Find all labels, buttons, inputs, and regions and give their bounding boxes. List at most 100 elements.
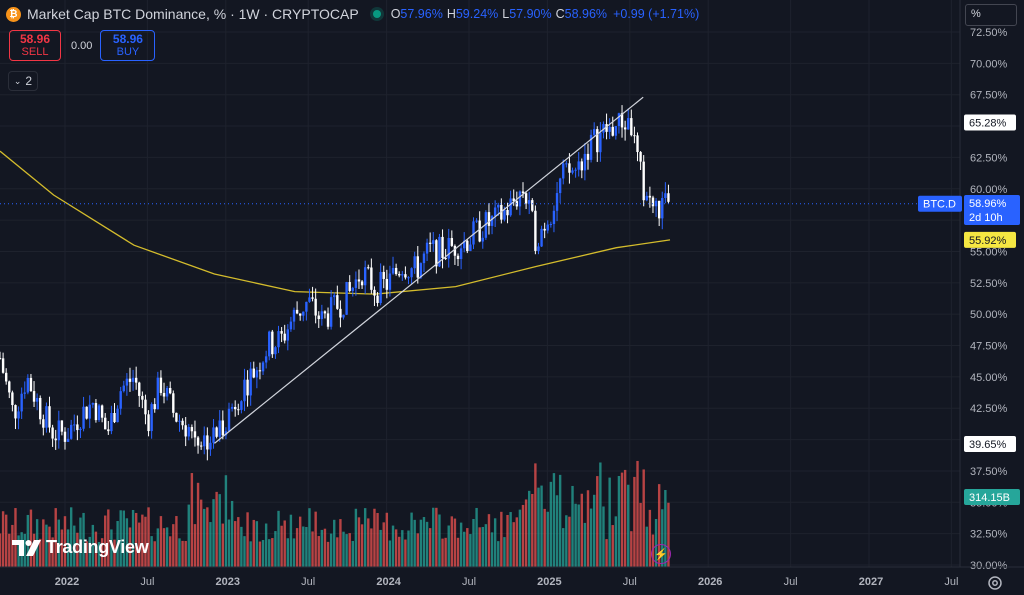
candle-body <box>438 236 441 267</box>
volume-bar <box>113 539 116 567</box>
candle-body <box>329 297 333 327</box>
volume-bar <box>602 506 605 567</box>
volume-bar <box>552 473 556 567</box>
volume-bar <box>190 473 194 567</box>
buy-button[interactable]: 58.96 BUY <box>100 30 156 61</box>
candle-body <box>636 135 639 153</box>
candle-body <box>8 381 11 393</box>
volume-bar <box>574 503 577 567</box>
volume-bar <box>305 526 308 567</box>
volume-bar <box>620 472 624 567</box>
countdown-badge: 2d 10h <box>969 212 1003 224</box>
candle-body <box>308 297 311 302</box>
candle-body <box>357 279 361 282</box>
symbol-badge-bg <box>918 195 962 212</box>
volume-bar <box>0 533 2 567</box>
price-axis-badges: 65.28% BTC.D 58.96% 2d 10h 55.92% 39.65% 314.1… <box>918 114 1020 505</box>
gear-icon[interactable] <box>986 574 1004 592</box>
candle-body <box>385 278 389 290</box>
candle-body <box>227 408 231 432</box>
candle-body <box>602 124 605 133</box>
volume-bar <box>289 514 293 567</box>
volume-bar <box>596 476 599 567</box>
volume-bar <box>162 528 166 567</box>
candle-body <box>558 178 562 194</box>
price-tick-label: 32.50% <box>970 529 1008 541</box>
candle-body <box>255 370 259 378</box>
candle-body <box>63 431 67 442</box>
candle-body <box>79 428 82 431</box>
volume-bar <box>444 537 447 567</box>
volume-bar <box>119 510 122 567</box>
candle-body <box>298 313 302 316</box>
open-value: 57.96% <box>400 7 443 21</box>
volume-bar <box>237 517 240 567</box>
candle-body <box>69 424 73 439</box>
tradingview-logo[interactable]: TradingView <box>12 537 149 558</box>
symbol-title[interactable]: Market Cap BTC Dominance, % · 1W · CRYPT… <box>27 6 359 22</box>
indicators-toggle-button[interactable]: ⌄ 2 <box>8 71 38 91</box>
close-value: 58.96% <box>564 7 608 21</box>
volume-bar <box>614 516 618 567</box>
candle-body <box>398 274 401 276</box>
volume-bar <box>466 528 469 567</box>
volume-bar <box>227 519 231 567</box>
volume-bar <box>57 519 60 567</box>
price-axis[interactable]: 72.50%70.00%67.50%65.00%62.50%60.00%57.5… <box>959 0 1024 572</box>
volume-bar <box>416 533 419 567</box>
volume-bar <box>141 514 144 567</box>
candle-body <box>57 420 60 441</box>
volume-bar <box>357 517 361 567</box>
candle-body <box>546 224 549 231</box>
moving-average-line <box>0 150 671 295</box>
volume-bar <box>360 524 364 567</box>
candle-body <box>29 377 33 392</box>
time-axis[interactable]: 2022 Jul 2023 Jul 2024 Jul 2025 Jul 2026 Jul 2027 J… <box>0 566 1024 588</box>
volume-bar <box>456 537 460 567</box>
scale-mode-button[interactable]: % <box>965 4 1017 26</box>
volume-bar <box>394 529 398 567</box>
candle-body <box>317 315 320 320</box>
candle-body <box>435 240 438 267</box>
candle-body <box>97 405 101 421</box>
volume-bar <box>589 508 593 567</box>
lightning-icon[interactable]: ⚡ <box>651 544 671 564</box>
candle-body <box>221 420 225 436</box>
volume-bar <box>240 526 243 567</box>
volume-bar <box>642 469 645 567</box>
candle-body <box>0 358 2 360</box>
volume-bar <box>422 517 426 567</box>
candle-body <box>295 309 299 314</box>
candle-body <box>367 267 370 269</box>
candle-body <box>35 397 39 402</box>
price-tick-label: 62.50% <box>970 152 1008 164</box>
candle-body <box>76 424 79 431</box>
volume-bar <box>215 491 218 567</box>
candle-body <box>620 113 624 128</box>
trendline[interactable] <box>214 96 644 444</box>
candle-body <box>45 406 48 428</box>
candle-body <box>54 438 57 441</box>
candle-body <box>215 427 218 437</box>
bitcoin-icon: ₿ <box>6 6 21 22</box>
candle-body <box>48 406 51 428</box>
volume-bar <box>438 514 441 567</box>
volume-bar <box>543 508 546 567</box>
candle-body <box>472 221 475 245</box>
volume-bar <box>17 535 20 567</box>
candle-body <box>543 228 546 231</box>
volume-bar <box>478 527 481 567</box>
volume-bar <box>255 521 259 567</box>
volume-bar <box>493 518 497 567</box>
volume-bar <box>320 529 324 567</box>
volume-bar <box>661 509 664 567</box>
volume-bar <box>605 539 608 567</box>
candle-body <box>323 311 327 314</box>
price-axis-bg <box>960 0 1024 567</box>
candle-body <box>184 425 187 437</box>
volume-bar <box>252 519 255 567</box>
sell-button[interactable]: 58.96 SELL <box>9 30 61 61</box>
candle-body <box>85 406 88 419</box>
volume-bar <box>292 538 296 567</box>
